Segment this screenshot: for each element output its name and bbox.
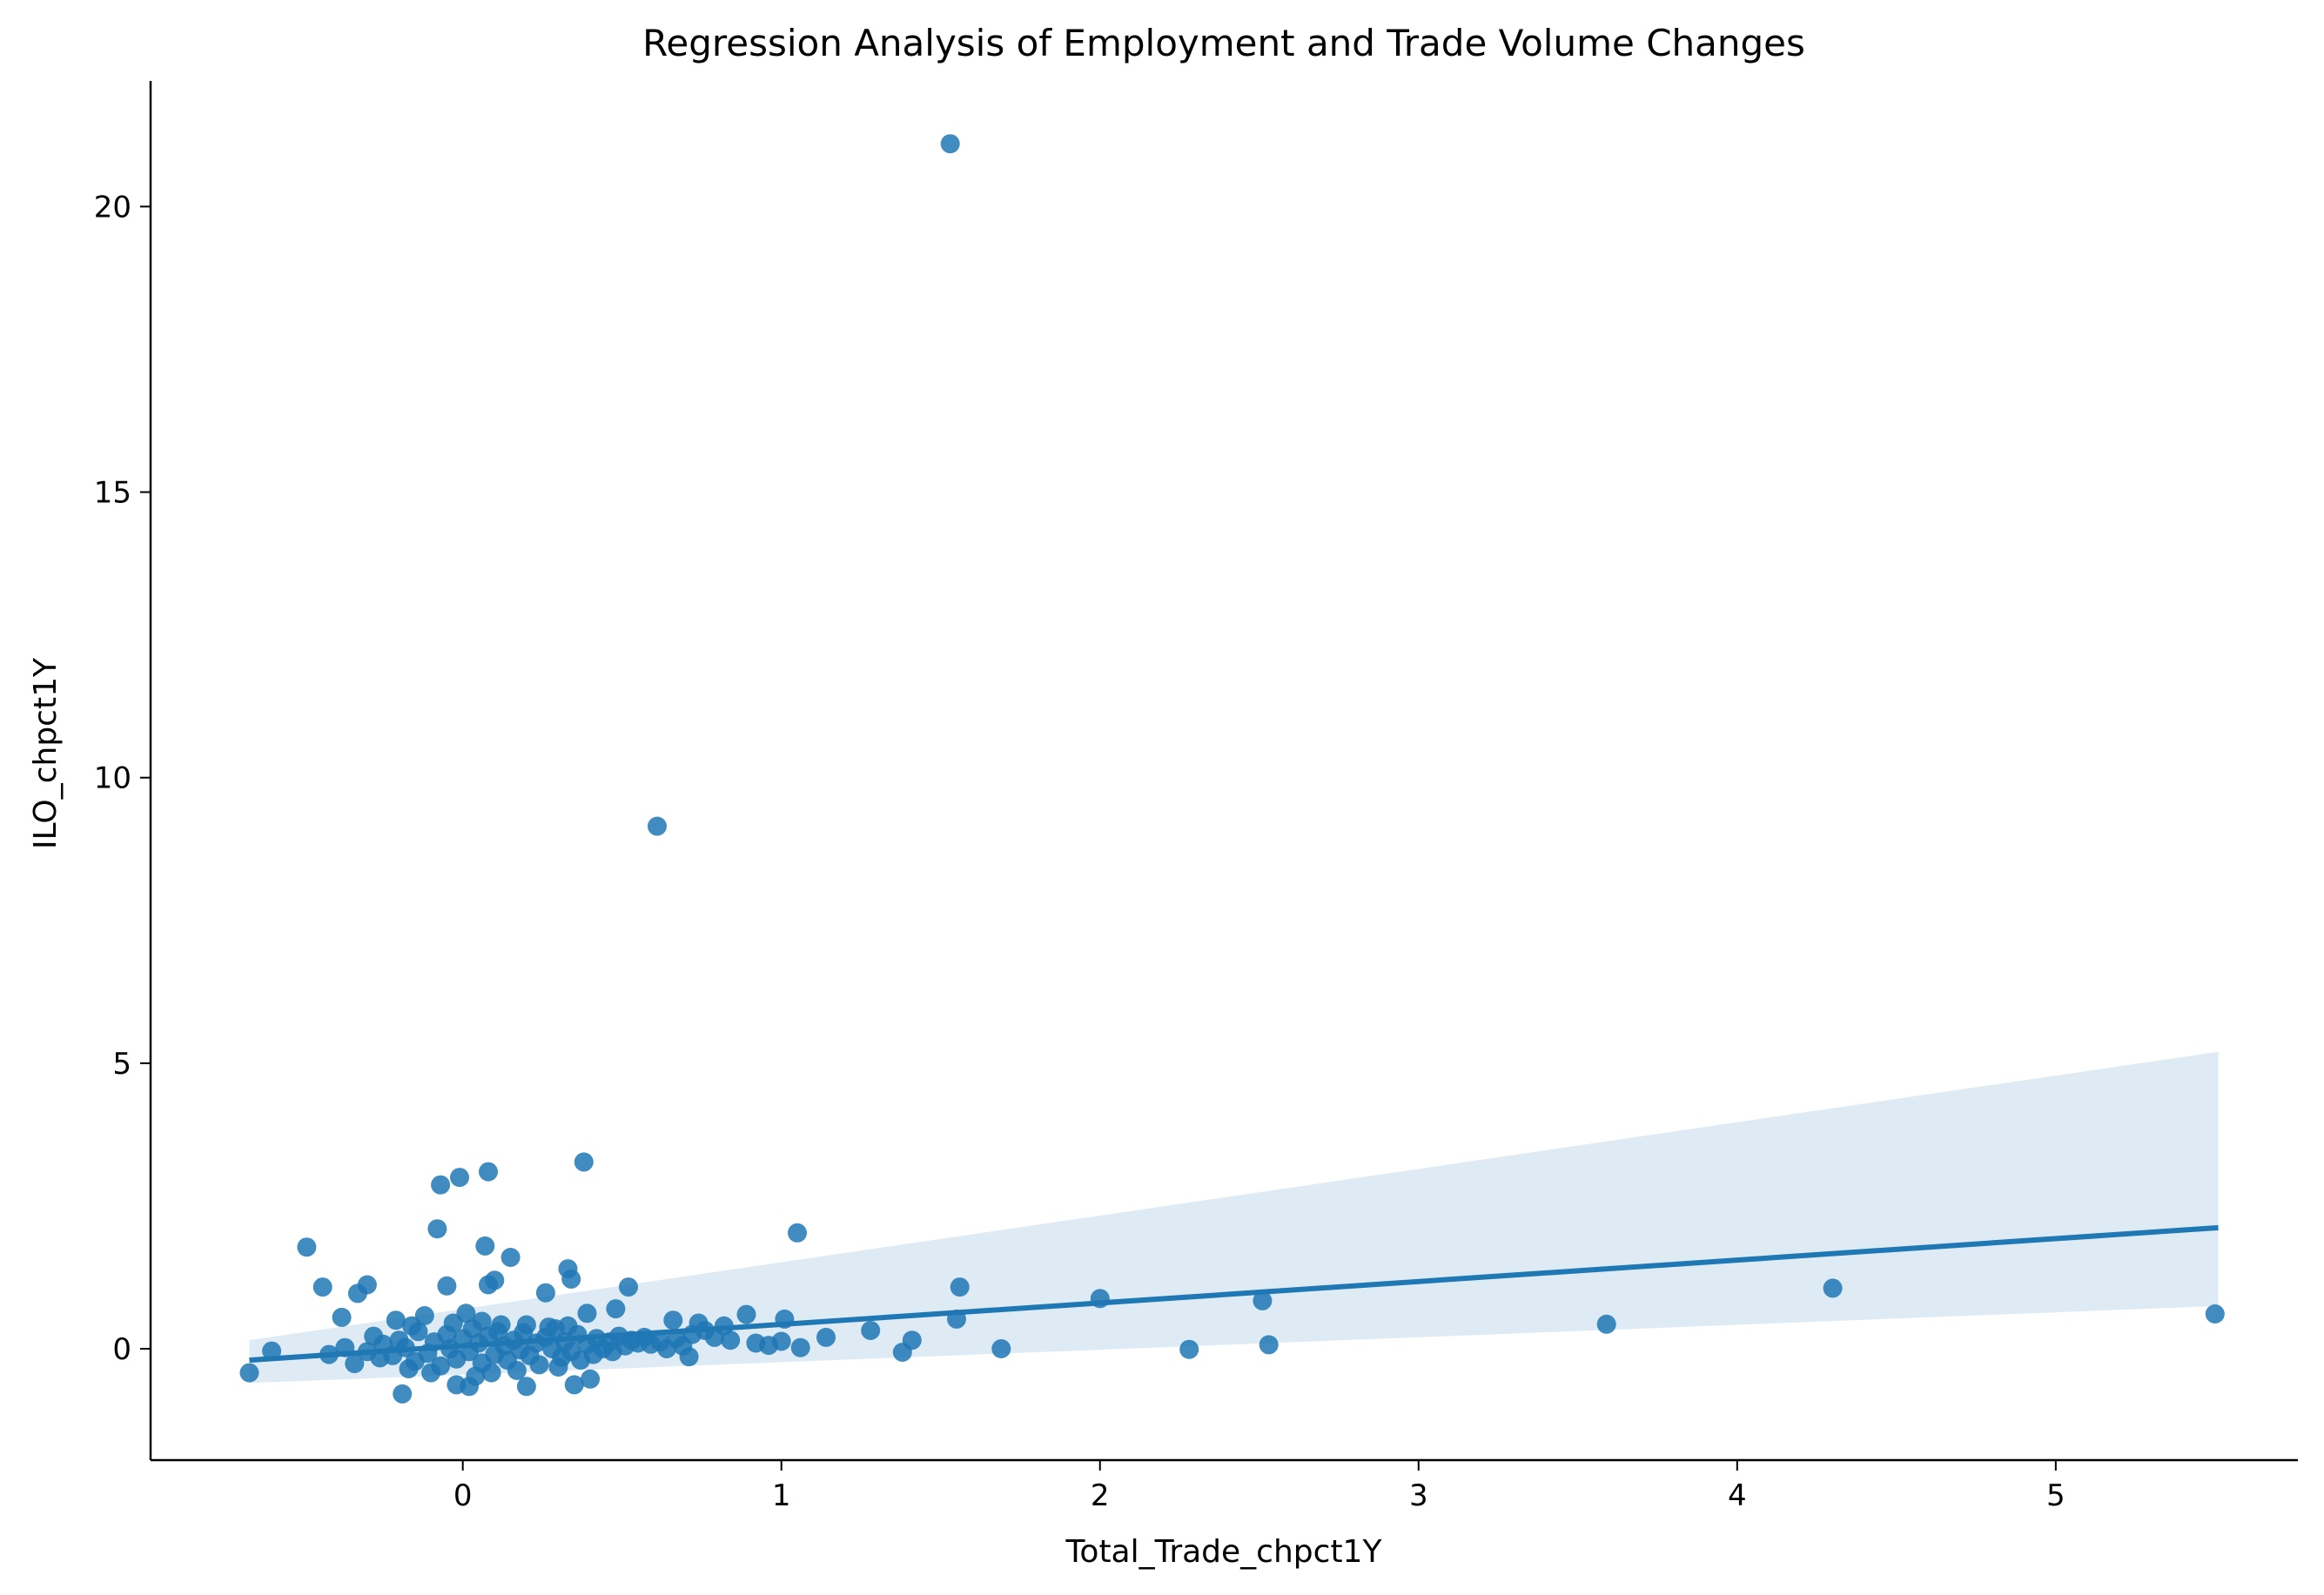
data-point [462,1319,482,1338]
data-point [892,1343,912,1362]
data-point [1596,1314,1616,1334]
data-point [443,1313,463,1333]
x-tick-label: 0 [453,1478,473,1513]
data-point [746,1333,766,1353]
y-tick-label: 5 [112,1047,131,1082]
data-point [574,1152,594,1172]
data-point [1179,1339,1199,1359]
data-point [704,1327,724,1347]
ticks-layer: 0 1 2 3 4 5 0 5 10 15 20 [94,190,2065,1513]
data-point [514,1323,534,1343]
data-point [577,1303,597,1324]
data-point [500,1248,521,1267]
data-point [479,1162,498,1182]
data-point [790,1337,810,1357]
data-point [648,816,667,836]
data-point [561,1269,581,1289]
data-point [950,1277,970,1297]
data-point [663,1310,683,1330]
data-point [450,1168,469,1188]
data-point [940,134,960,154]
confidence-band-layer [249,1051,2219,1384]
data-point [345,1354,365,1374]
y-tick-label: 20 [94,190,131,225]
data-point [297,1237,317,1257]
data-point [414,1306,434,1325]
y-tick-label: 10 [94,761,131,796]
axes-layer [149,81,2298,1462]
data-point [2205,1304,2225,1324]
data-point [564,1375,584,1395]
data-point [619,1277,638,1297]
confidence-band [249,1051,2219,1384]
data-point [466,1366,486,1386]
x-tick-label: 4 [1728,1478,1747,1513]
data-point [788,1223,807,1243]
data-point [816,1327,836,1347]
x-tick-label: 1 [772,1478,791,1513]
data-point [1253,1290,1273,1310]
data-point [431,1175,451,1195]
data-point [736,1304,756,1324]
regression-line-layer [249,1224,2219,1364]
data-point [427,1219,447,1239]
data-point [529,1355,549,1375]
y-tick-label: 15 [94,476,131,511]
regression-line [249,1224,2219,1364]
data-point [507,1361,527,1380]
x-axis-title: Total_Trade_chpct1Y [1065,1534,1383,1570]
data-point [475,1236,495,1256]
x-tick-label: 3 [1409,1478,1428,1513]
data-point [393,1384,413,1404]
data-point [539,1317,559,1337]
data-point [312,1277,332,1297]
data-point [771,1331,791,1351]
data-point [581,1369,601,1389]
data-point [491,1315,511,1335]
data-point [437,1276,457,1296]
data-point [347,1283,367,1303]
x-tick-label: 2 [1091,1478,1110,1513]
data-point [1823,1278,1843,1298]
data-point [332,1307,352,1327]
x-tick-label: 5 [2046,1478,2065,1513]
data-point [1259,1335,1279,1355]
data-point [421,1363,441,1383]
chart-title: Regression Analysis of Employment and Tr… [642,22,1805,64]
data-point [558,1316,578,1336]
y-tick-label: 0 [112,1332,131,1367]
data-point [721,1330,741,1350]
data-point [479,1275,498,1295]
data-point [402,1316,422,1336]
y-axis-title: ILO_chpct1Y [28,657,64,849]
data-point [991,1339,1011,1358]
data-point [516,1377,536,1397]
data-point [861,1321,881,1340]
data-point [606,1299,626,1319]
data-point [535,1283,555,1303]
data-point [239,1363,259,1383]
data-point [386,1310,406,1330]
